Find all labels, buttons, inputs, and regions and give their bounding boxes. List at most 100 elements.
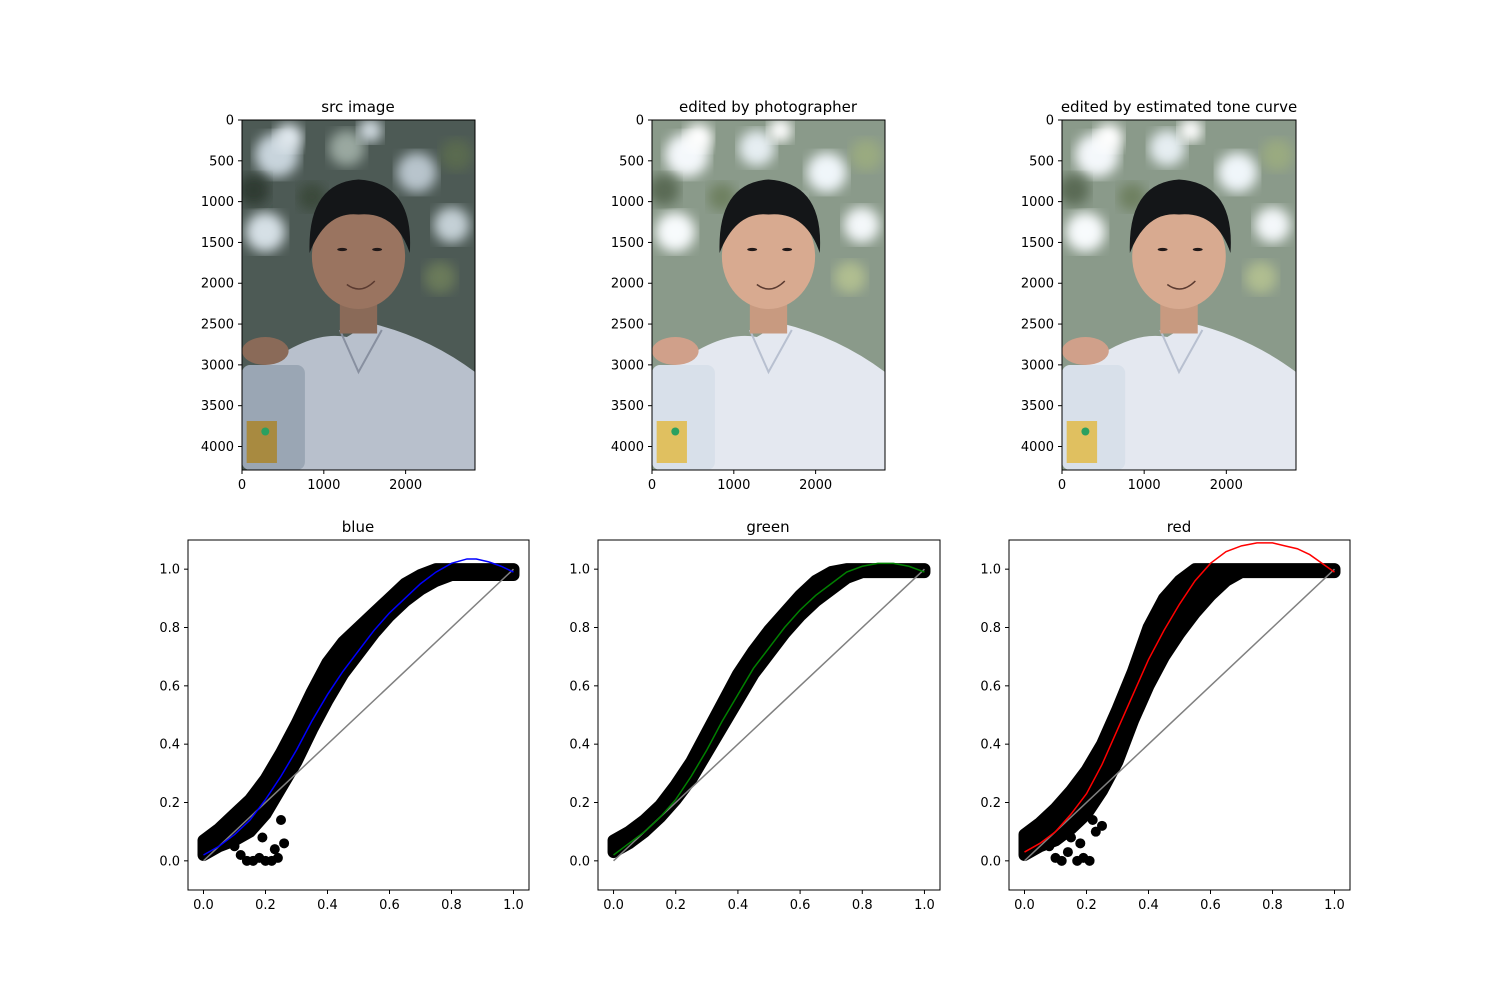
y-tick-label: 2500 (1021, 318, 1054, 333)
y-tick-label: 4000 (201, 440, 234, 455)
image-frame (1061, 119, 1297, 471)
y-tick-label: 0.2 (569, 796, 590, 811)
scatter-point (229, 841, 240, 852)
photo-foliage (424, 261, 457, 294)
y-tick-label: 0.4 (980, 738, 1001, 753)
x-tick-label: 1000 (717, 478, 750, 493)
x-tick-label: 0.0 (603, 898, 624, 913)
x-tick-label: 0.4 (728, 898, 749, 913)
photo-eye (747, 247, 758, 252)
photo-shirt (1073, 323, 1296, 470)
photo-foliage (684, 123, 713, 152)
photo-foliage (834, 261, 867, 294)
photo-hand (1062, 337, 1109, 365)
y-tick-label: 0 (1046, 114, 1054, 129)
y-tick-label: 3500 (201, 399, 234, 414)
y-tick-label: 1.0 (980, 563, 1001, 578)
y-tick-label: 4000 (611, 440, 644, 455)
y-tick-label: 1000 (201, 195, 234, 210)
tone-curve-line (613, 562, 925, 856)
photo-foliage (1261, 139, 1294, 171)
photo-eye (337, 247, 348, 252)
y-tick-label: 3000 (201, 358, 234, 373)
photo-hair (719, 179, 821, 253)
scatter-point (1075, 838, 1086, 849)
photo-eye (782, 247, 793, 252)
photo-bottle-label (1066, 421, 1098, 463)
scatter-point (1056, 855, 1067, 866)
y-tick-label: 2500 (611, 318, 644, 333)
y-tick-label: 500 (619, 154, 644, 169)
y-tick-label: 1000 (1021, 195, 1054, 210)
photo-collar (338, 329, 383, 375)
chart-title: green (746, 518, 789, 536)
y-tick-label: 0 (226, 114, 234, 129)
y-tick-label: 500 (1029, 154, 1054, 169)
chart-title: red (1167, 518, 1192, 536)
y-tick-label: 3000 (1021, 358, 1054, 373)
image-title: edited by estimated tone curve (1061, 98, 1297, 116)
photo-face (721, 204, 816, 309)
y-tick-label: 1000 (611, 195, 644, 210)
x-tick-label: 2000 (389, 478, 422, 493)
photo-src (242, 120, 475, 470)
photo-foliage (1244, 261, 1277, 294)
scatter-point (279, 838, 290, 849)
photo-foliage (440, 139, 473, 171)
scatter-points (197, 563, 520, 861)
x-tick-label: 0 (648, 478, 656, 493)
x-tick-label: 0.2 (255, 898, 276, 913)
y-tick-label: 0.4 (569, 738, 590, 753)
photo-foliage (655, 212, 696, 252)
x-tick-label: 0.6 (1200, 898, 1221, 913)
y-tick-label: 0.0 (569, 854, 590, 869)
photo-foliage (1254, 207, 1291, 243)
photo-face (1132, 204, 1226, 309)
x-tick-label: 0.8 (1262, 898, 1283, 913)
x-tick-label: 1000 (307, 478, 340, 493)
photo-foliage (1062, 174, 1090, 206)
y-tick-label: 0.0 (980, 854, 1001, 869)
y-tick-label: 3000 (611, 358, 644, 373)
photo-bottle-label (246, 421, 277, 463)
photo-foliage (358, 120, 383, 143)
x-tick-label: 0 (238, 478, 246, 493)
y-tick-label: 0.2 (980, 796, 1001, 811)
photo-foliage (1094, 123, 1123, 152)
y-tick-label: 0.2 (159, 796, 180, 811)
image-panel-estimated: edited by estimated tone curve 0 1000 2000… (1021, 98, 1297, 493)
photo-foliage (850, 139, 883, 171)
x-tick-label: 2000 (1210, 478, 1243, 493)
photo-face (311, 204, 406, 309)
scatter-point (257, 832, 268, 843)
photo-foliage (1065, 212, 1106, 252)
photo-eye (372, 247, 383, 252)
scatter-points (607, 563, 931, 859)
photo-foliage (806, 152, 847, 193)
x-tick-label: 0.0 (193, 898, 214, 913)
scatter-point (1044, 841, 1055, 852)
y-tick-label: 0.8 (159, 621, 180, 636)
x-tick-label: 0.2 (665, 898, 686, 913)
x-tick-label: 0.6 (790, 898, 811, 913)
image-panel-photographer: edited by photographer 0 1000 2000 0 500 1000… (611, 98, 886, 494)
image-axes: 0 1000 2000 0 500 1000 1500 2000 2500 3000 3500 400… (611, 114, 832, 494)
photo-mouth (1166, 280, 1196, 290)
photo-collar (748, 329, 793, 375)
y-tick-label: 0.6 (980, 679, 1001, 694)
photo-foliage (768, 120, 793, 143)
photo-foliage (242, 174, 270, 206)
y-tick-label: 2000 (201, 277, 234, 292)
x-tick-label: 0.0 (1014, 898, 1035, 913)
photo-foliage (274, 123, 303, 152)
chart-title: blue (342, 518, 374, 536)
image-panel-src: src image 0 1000 2000 0 500 1000 1500 2000 2500 3… (201, 98, 476, 493)
y-tick-label: 0.0 (159, 854, 180, 869)
identity-line (1023, 568, 1336, 862)
x-tick-label: 0.4 (317, 898, 338, 913)
axes-frame (597, 539, 941, 891)
chart-blue: blue 0.0 0.2 0.4 0.6 0.8 1.0 0.0 0.2 0.4 0.6 0.8 1.… (159, 518, 530, 913)
y-tick-label: 500 (209, 154, 234, 169)
photo-foliage (738, 130, 775, 166)
